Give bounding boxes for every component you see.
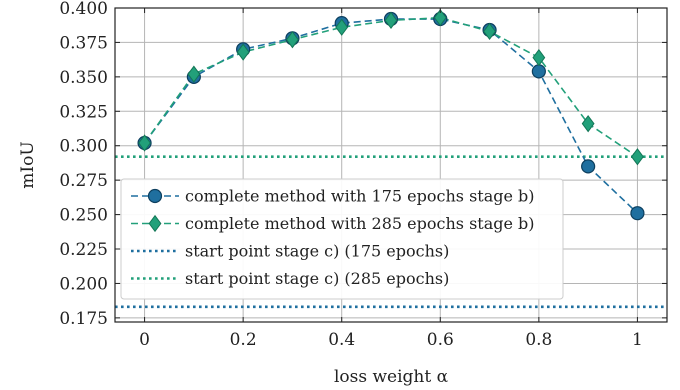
x-tick-label: 0.6 [427,330,454,350]
y-tick-label: 0.275 [59,171,108,191]
legend-label: complete method with 175 epochs stage b) [185,187,535,206]
x-tick-label: 0 [139,330,150,350]
y-tick-label: 0.250 [59,206,108,226]
x-tick-label: 0.4 [328,330,355,350]
y-tick-label: 0.175 [59,309,108,329]
series-2-point [286,31,299,49]
y-tick-labels: 0.175 0.200 0.225 0.250 0.275 0.300 0.325 0.350… [59,0,108,329]
series-2-point [581,115,595,133]
series-2-point [236,43,250,61]
y-tick-label: 0.375 [59,33,108,53]
legend-label: complete method with 285 epochs stage b) [185,214,535,233]
series-1-point [630,206,645,221]
y-tick-label: 0.400 [59,0,108,19]
legend-marker [147,188,163,204]
series-1-point [531,64,546,79]
x-tick-label: 0.2 [230,330,257,350]
series-2-point [384,11,398,30]
y-tick-label: 0.350 [59,68,108,88]
y-tick-label: 0.225 [59,240,108,260]
y-tick-label: 0.200 [59,274,108,294]
y-tick-label: 0.325 [59,102,108,122]
x-axis-label: loss weight α [334,367,449,387]
legend-label: start point stage c) (175 epochs) [185,242,449,261]
series-2-point [631,148,644,166]
legend-box [120,178,564,300]
x-tick-label: 0.8 [525,330,552,350]
series-1-point [581,159,596,174]
x-tick-label: 1 [632,330,643,350]
x-tick-labels: 0 0.2 0.4 0.6 0.8 1 [139,330,643,350]
series-2-point [483,22,496,41]
y-axis-label: mIoU [18,141,38,188]
reference-lines [115,155,667,309]
series-2-point [138,134,151,152]
legend-label: start point stage c) (285 epochs) [185,269,449,288]
series-2-point [532,48,546,67]
plot-frame [114,7,668,323]
y-tick-label: 0.300 [59,137,108,157]
series-2-point [335,18,349,36]
series-markers [137,9,645,221]
series-2-point [187,65,201,83]
axis-ticks [115,7,667,322]
legend-marker [148,214,162,233]
series-2-point [433,9,447,27]
series-2-line [143,16,638,158]
legend: complete method with 175 epochs stage b)… [120,178,564,300]
